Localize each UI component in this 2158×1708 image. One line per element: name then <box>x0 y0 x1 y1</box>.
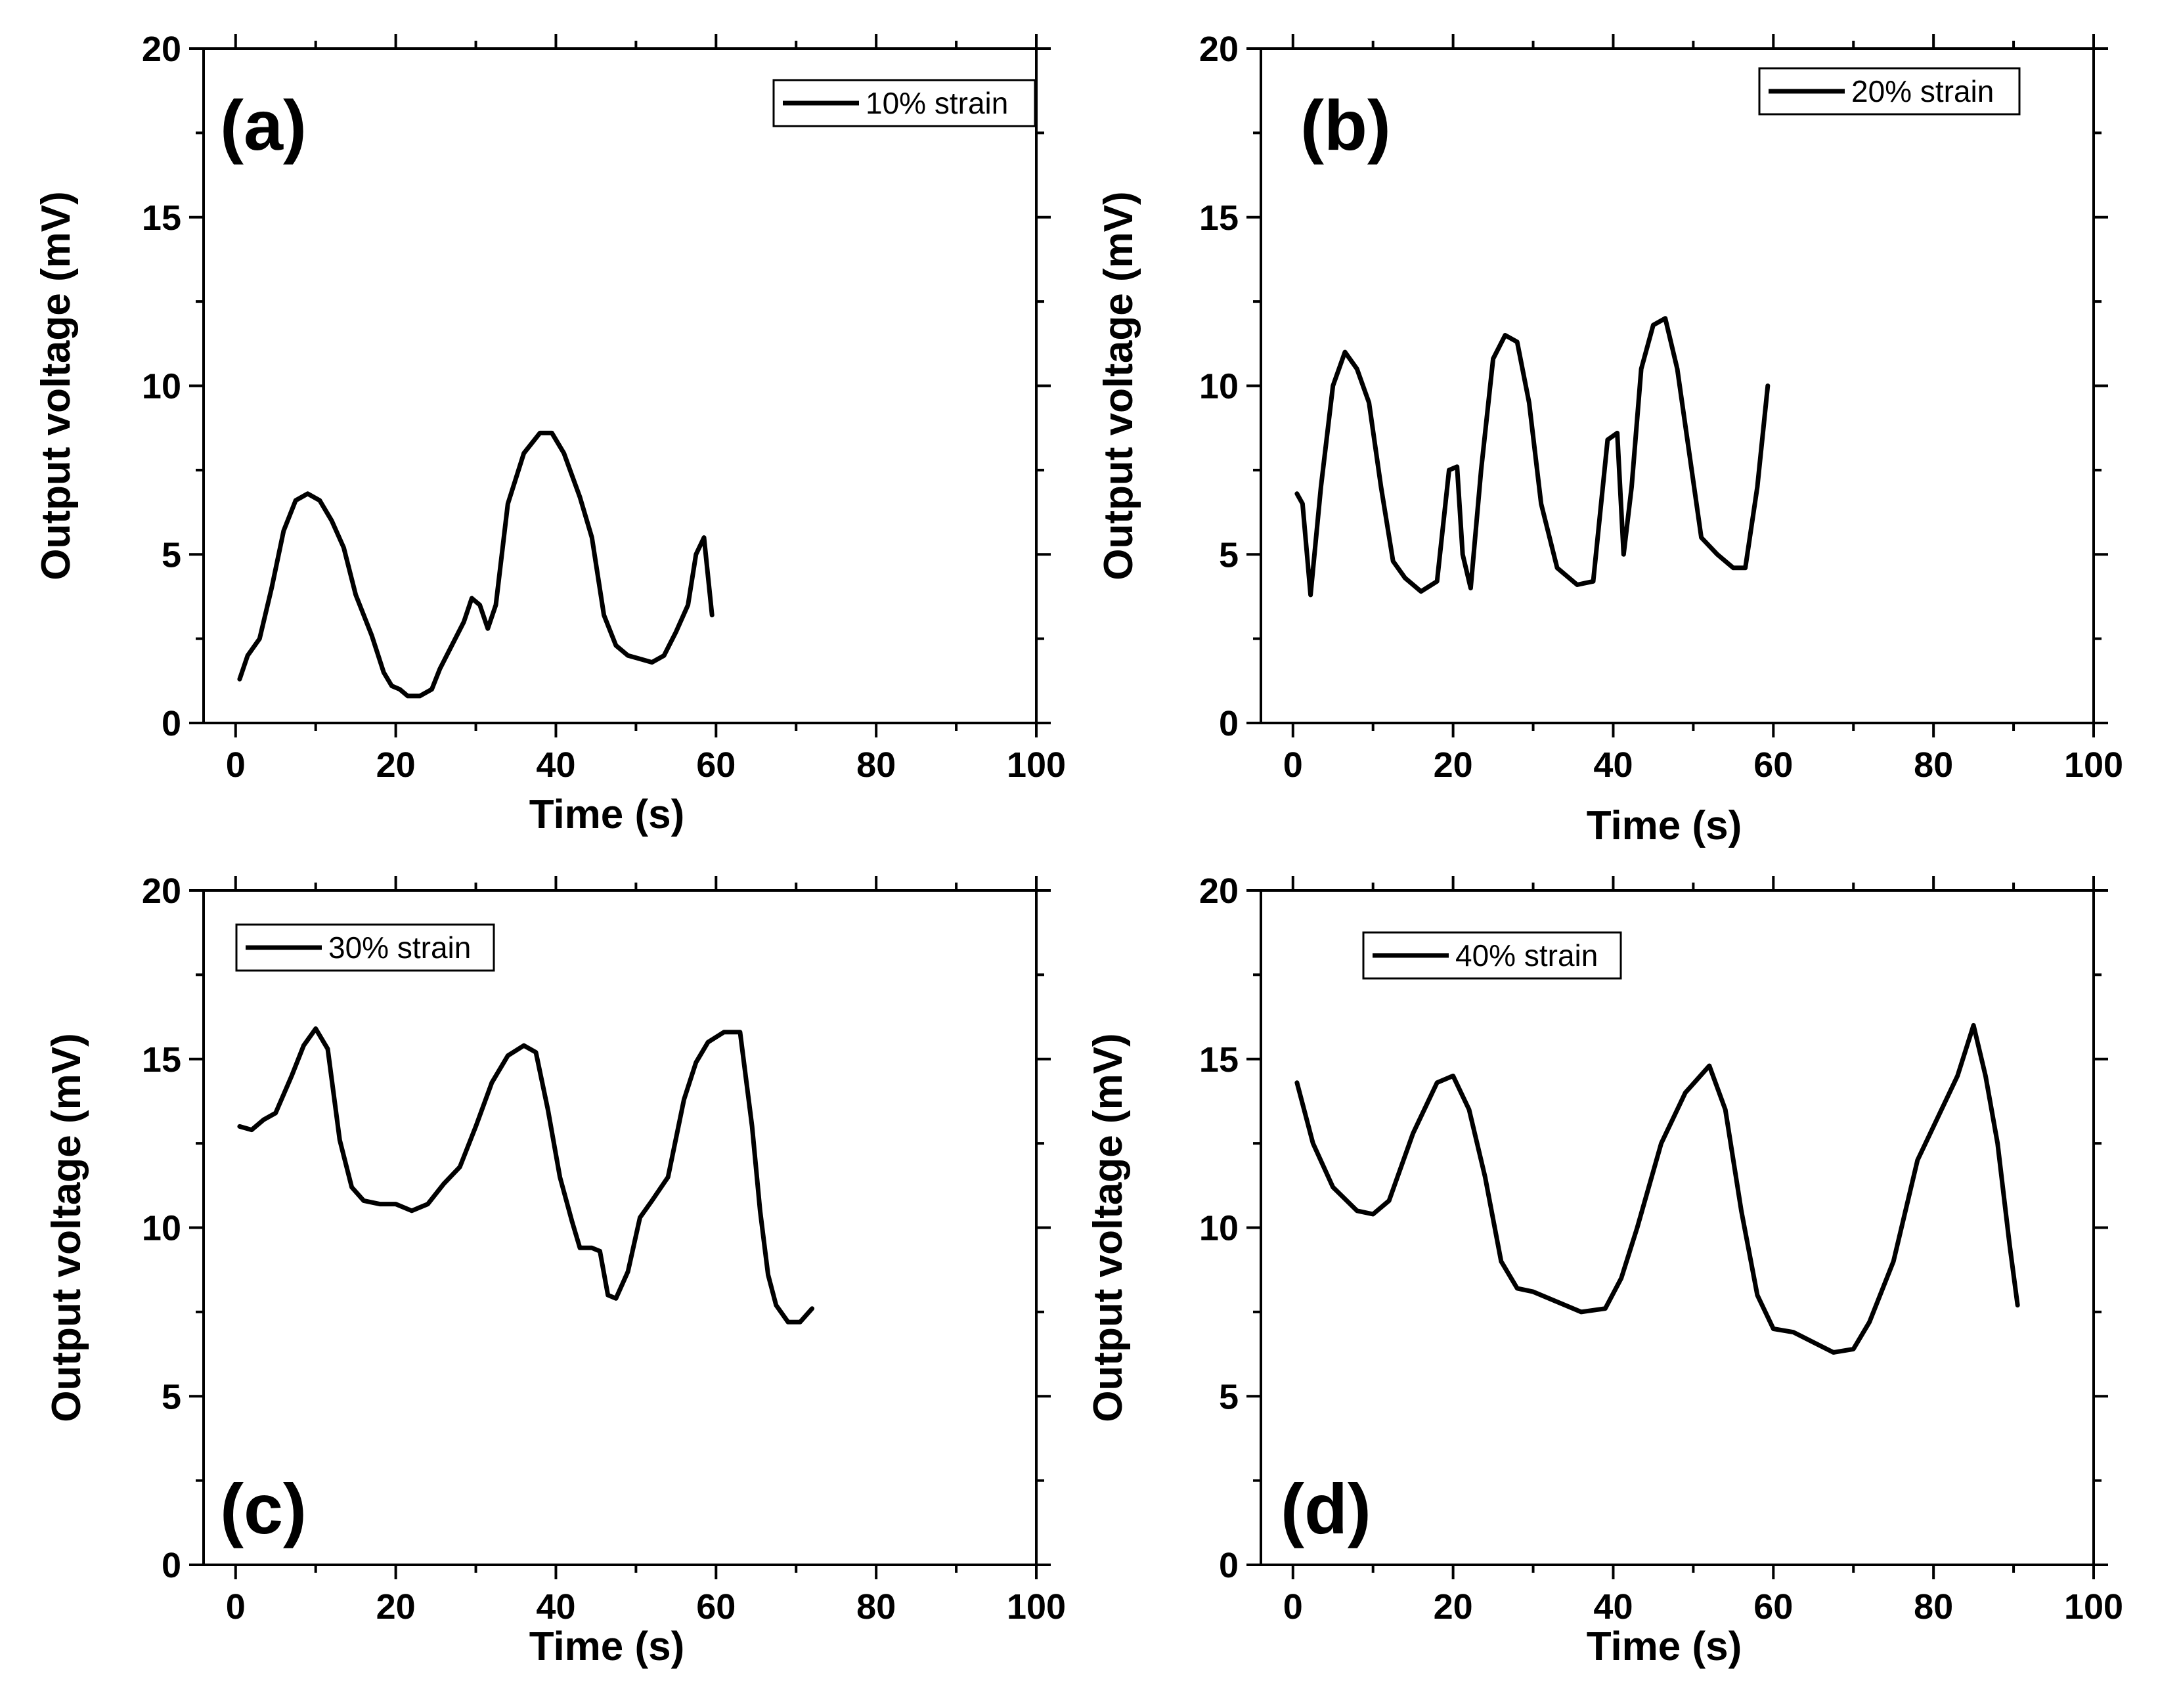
x-tick-label: 60 <box>696 1587 736 1627</box>
y-axis-label: Output voltage (mV) <box>44 1033 89 1422</box>
y-tick-label: 5 <box>162 1377 181 1416</box>
y-tick-label: 15 <box>142 1040 181 1080</box>
x-tick-label: 0 <box>226 745 246 785</box>
x-tick-label: 0 <box>1283 745 1303 785</box>
legend-label: 40% strain <box>1455 938 1598 973</box>
y-tick-label: 0 <box>162 1546 181 1585</box>
y-tick-label: 20 <box>1199 30 1239 69</box>
y-tick-label: 15 <box>1199 198 1239 238</box>
x-tick-label: 60 <box>1753 745 1793 785</box>
x-tick-label: 40 <box>536 1587 575 1627</box>
y-axis-label: Output voltage (mV) <box>1086 1033 1131 1422</box>
x-tick-label: 80 <box>856 1587 896 1627</box>
chart-panel-d: 0 20 40 60 80 100 0 5 10 15 20 Time (s) Output volta… <box>1086 871 2123 1669</box>
legend: 30% strain <box>235 923 495 972</box>
y-tick-label: 20 <box>142 871 181 911</box>
y-axis-label: Output voltage (mV) <box>1096 191 1141 580</box>
y-tick-label: 0 <box>1219 1546 1239 1585</box>
x-tick-label: 60 <box>696 745 736 785</box>
x-axis-label: Time (s) <box>529 1624 685 1669</box>
legend-label: 20% strain <box>1851 74 1994 108</box>
legend: 20% strain <box>1758 67 2021 116</box>
plot-frame <box>202 889 1038 1566</box>
y-tick-label: 10 <box>1199 367 1239 406</box>
x-tick-label: 20 <box>1434 1587 1473 1627</box>
x-tick-label: 20 <box>376 1587 416 1627</box>
x-tick-label: 40 <box>1593 745 1633 785</box>
x-tick-label: 80 <box>1914 745 1953 785</box>
plot-frame <box>202 47 1038 724</box>
x-tick-label: 100 <box>1007 1587 1066 1627</box>
x-tick-label: 20 <box>1434 745 1473 785</box>
legend-label: 30% strain <box>328 931 471 965</box>
panel-label: (a) <box>220 85 307 165</box>
x-tick-label: 100 <box>2064 1587 2123 1627</box>
x-tick-label: 60 <box>1753 1587 1793 1627</box>
x-tick-label: 80 <box>1914 1587 1953 1627</box>
x-tick-label: 0 <box>226 1587 246 1627</box>
series-line <box>1294 316 1771 598</box>
x-tick-label: 0 <box>1283 1587 1303 1627</box>
legend: 40% strain <box>1362 931 1622 980</box>
series-line <box>237 1026 815 1325</box>
plot-frame <box>1260 889 2095 1566</box>
y-tick-label: 10 <box>142 1209 181 1248</box>
panel-label: (c) <box>220 1469 307 1548</box>
y-axis-label: Output voltage (mV) <box>33 191 79 580</box>
x-tick-label: 100 <box>1007 745 1066 785</box>
series-line <box>237 430 715 699</box>
y-tick-label: 20 <box>1199 871 1239 911</box>
y-tick-label: 5 <box>1219 1377 1239 1416</box>
x-axis-label: Time (s) <box>1587 803 1742 848</box>
chart-panel-c: 0 20 40 60 80 100 0 5 10 15 20 Time (s) Output volta… <box>44 871 1066 1669</box>
legend: 10% strain <box>772 79 1036 127</box>
y-tick-label: 10 <box>142 367 181 406</box>
y-tick-label: 10 <box>1199 1209 1239 1248</box>
x-axis-label: Time (s) <box>1587 1624 1742 1669</box>
panel-label: (d) <box>1281 1469 1371 1548</box>
chart-panel-a: 0 20 40 60 80 100 0 5 10 15 20 Time (s) Output volta… <box>33 30 1066 837</box>
x-tick-label: 40 <box>536 745 575 785</box>
x-tick-label: 20 <box>376 745 416 785</box>
legend-label: 10% strain <box>866 86 1008 120</box>
x-tick-label: 40 <box>1593 1587 1633 1627</box>
x-tick-label: 80 <box>856 745 896 785</box>
y-tick-label: 15 <box>142 198 181 238</box>
chart-panel-b: 0 20 40 60 80 100 0 5 10 15 20 Time (s) Output volta… <box>1096 30 2123 848</box>
x-axis-label: Time (s) <box>529 792 685 837</box>
panel-label: (b) <box>1300 85 1391 165</box>
y-tick-label: 5 <box>1219 535 1239 575</box>
y-tick-label: 0 <box>162 704 181 743</box>
y-tick-label: 5 <box>162 535 181 575</box>
y-tick-label: 15 <box>1199 1040 1239 1080</box>
series-line <box>1294 1022 2020 1355</box>
x-tick-label: 100 <box>2064 745 2123 785</box>
y-tick-label: 20 <box>142 30 181 69</box>
y-tick-label: 0 <box>1219 704 1239 743</box>
